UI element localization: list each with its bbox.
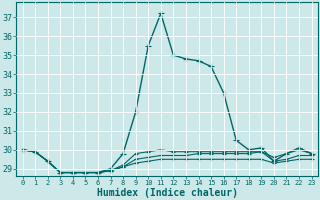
X-axis label: Humidex (Indice chaleur): Humidex (Indice chaleur) xyxy=(97,188,237,198)
